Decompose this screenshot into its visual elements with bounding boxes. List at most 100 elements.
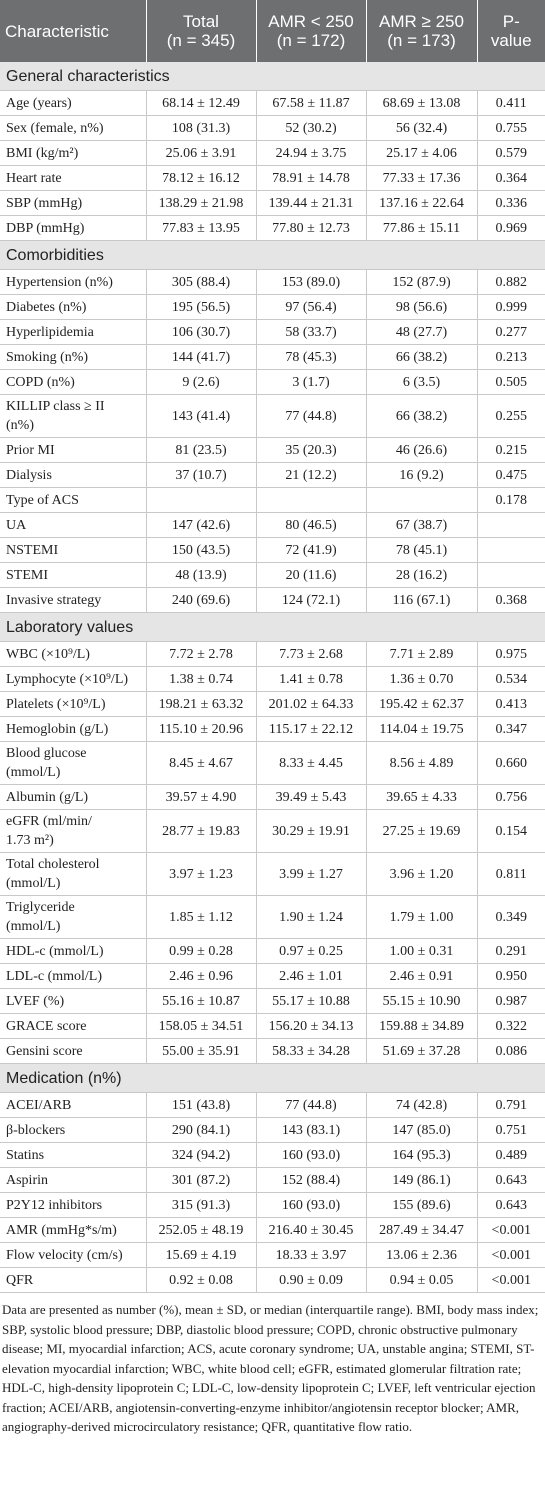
section-row: Medication (n%) — [0, 1063, 545, 1093]
cell: 13.06 ± 2.36 — [366, 1242, 478, 1268]
row-label: UA — [0, 512, 147, 538]
cell: 58.33 ± 34.28 — [256, 1038, 367, 1064]
header-cell: AMR ≥ 250 (n = 173) — [366, 0, 478, 62]
cell: 6 (3.5) — [366, 369, 478, 395]
cell: 201.02 ± 64.33 — [256, 691, 367, 717]
row-label: eGFR (ml/min/ 1.73 m²) — [0, 809, 147, 853]
cell: 0.411 — [477, 90, 545, 116]
cell: 0.94 ± 0.05 — [366, 1267, 478, 1293]
cell: 1.41 ± 0.78 — [256, 666, 367, 692]
data-row: Invasive strategy 240 (69.6) 124 (72.1) 116… — [0, 587, 545, 613]
data-row: Dialysis 37 (10.7) 21 (12.2) 16 (9.2) 0.475 — [0, 462, 545, 488]
cell: 287.49 ± 34.47 — [366, 1217, 478, 1243]
cell: 0.882 — [477, 269, 545, 295]
header-text: AMR < 250 — [268, 12, 354, 31]
table-body: General characteristics Age (years) 68.14 … — [0, 62, 545, 1293]
row-label: BMI (kg/m²) — [0, 140, 147, 166]
cell: 315 (91.3) — [146, 1192, 257, 1218]
cell: 0.213 — [477, 344, 545, 370]
cell: 115.17 ± 22.12 — [256, 716, 367, 742]
cell — [477, 512, 545, 538]
cell: 252.05 ± 48.19 — [146, 1217, 257, 1243]
cell: 0.811 — [477, 852, 545, 896]
cell: 216.40 ± 30.45 — [256, 1217, 367, 1243]
cell: 39.57 ± 4.90 — [146, 784, 257, 810]
cell: 3.99 ± 1.27 — [256, 852, 367, 896]
cell: 55.16 ± 10.87 — [146, 988, 257, 1014]
row-label: DBP (mmHg) — [0, 215, 147, 241]
cell: 152 (87.9) — [366, 269, 478, 295]
cell: 138.29 ± 21.98 — [146, 190, 257, 216]
cell: 81 (23.5) — [146, 437, 257, 463]
data-row: Blood glucose (mmol/L) 8.45 ± 4.67 8.33 ± … — [0, 741, 545, 785]
cell: 7.71 ± 2.89 — [366, 641, 478, 667]
cell: 158.05 ± 34.51 — [146, 1013, 257, 1039]
row-label: GRACE score — [0, 1013, 147, 1039]
cell: <0.001 — [477, 1217, 545, 1243]
row-label: Platelets (×10⁹/L) — [0, 691, 147, 717]
cell: 0.90 ± 0.09 — [256, 1267, 367, 1293]
data-row: Sex (female, n%) 108 (31.3) 52 (30.2) 56 (3… — [0, 115, 545, 141]
cell: 24.94 ± 3.75 — [256, 140, 367, 166]
cell: 0.336 — [477, 190, 545, 216]
cell: 0.291 — [477, 938, 545, 964]
row-label: Flow velocity (cm/s) — [0, 1242, 147, 1268]
cell: 1.85 ± 1.12 — [146, 895, 257, 939]
cell: <0.001 — [477, 1267, 545, 1293]
cell: 39.49 ± 5.43 — [256, 784, 367, 810]
row-label: HDL-c (mmol/L) — [0, 938, 147, 964]
data-row: Statins 324 (94.2) 160 (93.0) 164 (95.3) 0.4… — [0, 1142, 545, 1168]
cell — [366, 487, 478, 513]
header-cell: Total (n = 345) — [146, 0, 257, 62]
cell: 2.46 ± 0.96 — [146, 963, 257, 989]
cell: 137.16 ± 22.64 — [366, 190, 478, 216]
data-row: Age (years) 68.14 ± 12.49 67.58 ± 11.87 68.… — [0, 90, 545, 116]
cell: 74 (42.8) — [366, 1092, 478, 1118]
row-label: Triglyceride (mmol/L) — [0, 895, 147, 939]
cell: 8.33 ± 4.45 — [256, 741, 367, 785]
cell: 48 (27.7) — [366, 319, 478, 345]
cell: 0.086 — [477, 1038, 545, 1064]
cell: 198.21 ± 63.32 — [146, 691, 257, 717]
cell: 0.413 — [477, 691, 545, 717]
cell: 25.17 ± 4.06 — [366, 140, 478, 166]
cell — [477, 562, 545, 588]
cell: 58 (33.7) — [256, 319, 367, 345]
cell: 77.83 ± 13.95 — [146, 215, 257, 241]
cell: 2.46 ± 0.91 — [366, 963, 478, 989]
cell: 143 (41.4) — [146, 394, 257, 438]
cell: 0.987 — [477, 988, 545, 1014]
cell: 159.88 ± 34.89 — [366, 1013, 478, 1039]
cell: 97 (56.4) — [256, 294, 367, 320]
header-cell: Characteristic — [0, 0, 147, 62]
row-label: WBC (×10⁹/L) — [0, 641, 147, 667]
data-row: AMR (mmHg*s/m) 252.05 ± 48.19 216.40 ± 30.… — [0, 1217, 545, 1243]
cell: 2.46 ± 1.01 — [256, 963, 367, 989]
cell: 153 (89.0) — [256, 269, 367, 295]
row-label: Gensini score — [0, 1038, 147, 1064]
data-row: GRACE score 158.05 ± 34.51 156.20 ± 34.13 1… — [0, 1013, 545, 1039]
data-row: DBP (mmHg) 77.83 ± 13.95 77.80 ± 12.73 77.8… — [0, 215, 545, 241]
data-row: BMI (kg/m²) 25.06 ± 3.91 24.94 ± 3.75 25.17… — [0, 140, 545, 166]
cell: 150 (43.5) — [146, 537, 257, 563]
cell: 0.969 — [477, 215, 545, 241]
cell: 37 (10.7) — [146, 462, 257, 488]
data-row: COPD (n%) 9 (2.6) 3 (1.7) 6 (3.5) 0.505 — [0, 369, 545, 395]
header-text: (n = 172) — [276, 31, 346, 50]
row-label: Diabetes (n%) — [0, 294, 147, 320]
row-label: LVEF (%) — [0, 988, 147, 1014]
row-label: β-blockers — [0, 1117, 147, 1143]
cell: 324 (94.2) — [146, 1142, 257, 1168]
cell: 152 (88.4) — [256, 1167, 367, 1193]
cell: 35 (20.3) — [256, 437, 367, 463]
cell: 9 (2.6) — [146, 369, 257, 395]
cell: 55.00 ± 35.91 — [146, 1038, 257, 1064]
cell: 116 (67.1) — [366, 587, 478, 613]
cell: 78 (45.3) — [256, 344, 367, 370]
cell: 39.65 ± 4.33 — [366, 784, 478, 810]
data-row: Triglyceride (mmol/L) 1.85 ± 1.12 1.90 ± 1… — [0, 895, 545, 939]
row-label: KILLIP class ≥ II (n%) — [0, 394, 147, 438]
row-label: QFR — [0, 1267, 147, 1293]
cell: 0.755 — [477, 115, 545, 141]
cell: 0.999 — [477, 294, 545, 320]
